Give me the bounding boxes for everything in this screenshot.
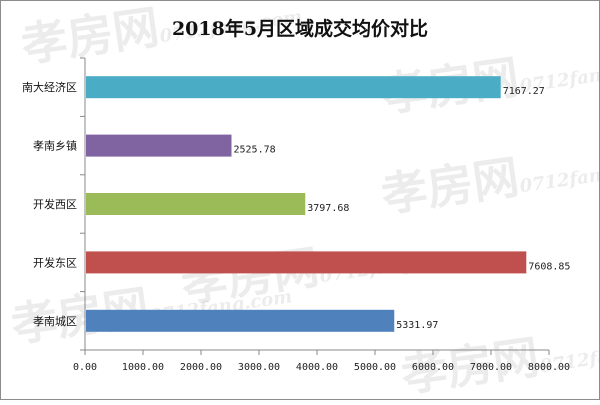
x-tick-label: 3000.00 (238, 362, 280, 373)
value-label: 2525.78 (233, 145, 275, 156)
category-label: 开发西区 (33, 197, 77, 211)
x-tick-label: 4000.00 (296, 362, 338, 373)
x-tick-label: 7000.00 (470, 362, 512, 373)
bar (86, 193, 306, 215)
bar (86, 134, 232, 157)
value-label: 7608.85 (528, 261, 570, 272)
x-tick-label: 8000.00 (528, 362, 570, 373)
bar (86, 309, 395, 332)
value-label: 3797.68 (307, 203, 349, 214)
x-tick-label: 0.00 (73, 362, 97, 373)
bar (86, 251, 527, 274)
value-label: 7167.27 (503, 86, 545, 97)
value-label: 5331.97 (396, 320, 438, 331)
x-tick-label: 5000.00 (354, 362, 396, 373)
category-label: 孝南乡镇 (33, 139, 77, 153)
x-tick-label: 1000.00 (122, 362, 164, 373)
chart-title: 2018年5月区域成交均价对比 (171, 18, 429, 40)
category-label: 开发东区 (33, 255, 77, 269)
category-label: 孝南城区 (33, 315, 77, 328)
x-tick-label: 6000.00 (412, 362, 454, 373)
bar (86, 76, 501, 99)
x-tick-label: 2000.00 (180, 362, 222, 373)
category-label: 南大经济区 (22, 80, 77, 94)
